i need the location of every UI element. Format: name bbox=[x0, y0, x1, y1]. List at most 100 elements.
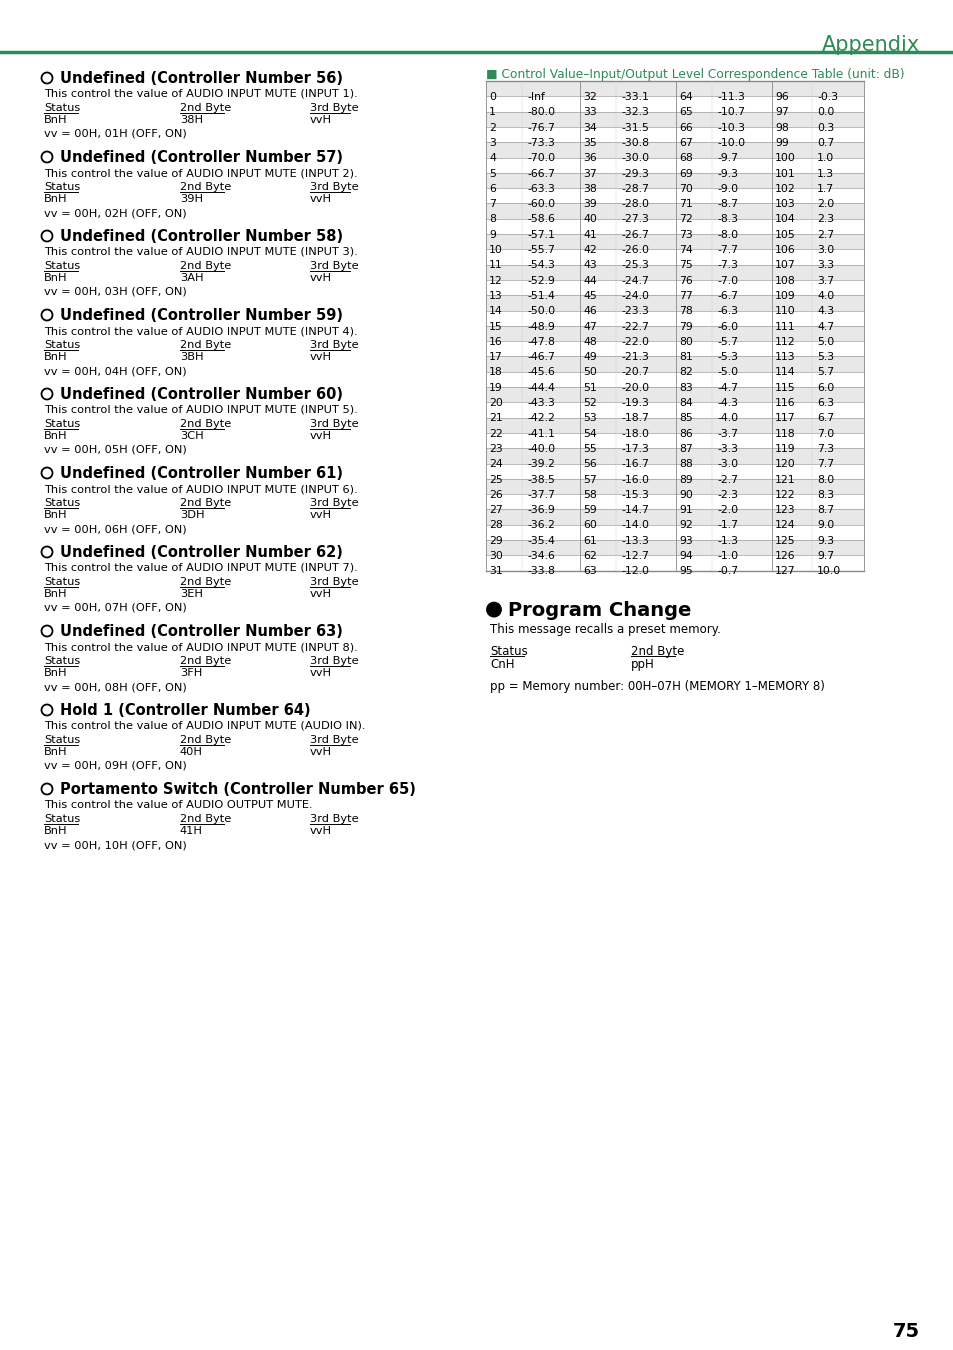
Text: 11: 11 bbox=[489, 261, 502, 270]
Text: This control the value of AUDIO INPUT MUTE (INPUT 1).: This control the value of AUDIO INPUT MU… bbox=[44, 89, 357, 99]
Text: 108: 108 bbox=[774, 275, 795, 286]
Text: -66.7: -66.7 bbox=[526, 169, 555, 178]
Text: 1.0: 1.0 bbox=[816, 153, 833, 163]
Text: This control the value of AUDIO INPUT MUTE (INPUT 3).: This control the value of AUDIO INPUT MU… bbox=[44, 247, 357, 256]
Text: 23: 23 bbox=[489, 444, 502, 454]
Text: 3EH: 3EH bbox=[180, 589, 203, 599]
Text: -9.0: -9.0 bbox=[717, 184, 738, 194]
Text: 28: 28 bbox=[489, 520, 502, 531]
Text: Status: Status bbox=[44, 103, 80, 113]
Text: 114: 114 bbox=[774, 367, 795, 378]
Text: 106: 106 bbox=[774, 244, 795, 255]
Text: 37: 37 bbox=[582, 169, 597, 178]
Text: 40H: 40H bbox=[180, 747, 203, 757]
Text: vvH: vvH bbox=[310, 194, 332, 204]
Bar bbox=[485, 479, 863, 494]
Text: 56: 56 bbox=[582, 459, 597, 470]
Text: BnH: BnH bbox=[44, 194, 68, 204]
Text: 3rd Byte: 3rd Byte bbox=[310, 261, 358, 271]
Text: 3.3: 3.3 bbox=[816, 261, 833, 270]
Text: -15.3: -15.3 bbox=[620, 490, 648, 500]
Text: This control the value of AUDIO INPUT MUTE (AUDIO IN).: This control the value of AUDIO INPUT MU… bbox=[44, 721, 365, 730]
Text: 2.0: 2.0 bbox=[816, 198, 833, 209]
Text: -25.3: -25.3 bbox=[620, 261, 648, 270]
Text: -47.8: -47.8 bbox=[526, 336, 555, 347]
Text: 111: 111 bbox=[774, 321, 795, 332]
Text: BnH: BnH bbox=[44, 589, 68, 599]
Text: 8.0: 8.0 bbox=[816, 474, 833, 485]
Text: 1.3: 1.3 bbox=[816, 169, 833, 178]
Text: 46: 46 bbox=[582, 306, 597, 316]
Text: 20: 20 bbox=[489, 398, 502, 408]
Text: -7.7: -7.7 bbox=[717, 244, 738, 255]
Bar bbox=[485, 371, 863, 387]
Text: -33.1: -33.1 bbox=[620, 92, 648, 103]
Text: 9.0: 9.0 bbox=[816, 520, 833, 531]
Text: 39H: 39H bbox=[180, 194, 203, 204]
Text: 102: 102 bbox=[774, 184, 795, 194]
Text: -4.0: -4.0 bbox=[717, 413, 738, 424]
Bar bbox=[485, 325, 863, 342]
Bar bbox=[485, 234, 863, 250]
Bar bbox=[485, 525, 863, 540]
Text: -24.0: -24.0 bbox=[620, 290, 648, 301]
Text: -19.3: -19.3 bbox=[620, 398, 648, 408]
Text: 2nd Byte: 2nd Byte bbox=[180, 576, 231, 587]
Text: This control the value of AUDIO INPUT MUTE (INPUT 6).: This control the value of AUDIO INPUT MU… bbox=[44, 485, 357, 494]
Text: 2nd Byte: 2nd Byte bbox=[180, 261, 231, 271]
Text: 2nd Byte: 2nd Byte bbox=[180, 418, 231, 429]
Text: Status: Status bbox=[44, 576, 80, 587]
Text: vvH: vvH bbox=[310, 747, 332, 757]
Text: vv = 00H, 06H (OFF, ON): vv = 00H, 06H (OFF, ON) bbox=[44, 524, 187, 535]
Text: Status: Status bbox=[490, 644, 527, 657]
Text: 7.0: 7.0 bbox=[816, 428, 833, 439]
Text: 64: 64 bbox=[679, 92, 692, 103]
Text: 103: 103 bbox=[774, 198, 795, 209]
Text: BnH: BnH bbox=[44, 747, 68, 757]
Text: 80: 80 bbox=[679, 336, 692, 347]
Bar bbox=[485, 494, 863, 509]
Text: This message recalls a preset memory.: This message recalls a preset memory. bbox=[490, 622, 720, 636]
Text: 38: 38 bbox=[582, 184, 597, 194]
Bar bbox=[485, 173, 863, 188]
Text: -24.7: -24.7 bbox=[620, 275, 648, 286]
Text: 86: 86 bbox=[679, 428, 692, 439]
Text: -1.3: -1.3 bbox=[717, 536, 738, 545]
Text: Status: Status bbox=[44, 734, 80, 745]
Text: BnH: BnH bbox=[44, 510, 68, 520]
Text: 2nd Byte: 2nd Byte bbox=[180, 814, 231, 824]
Text: vvH: vvH bbox=[310, 115, 332, 126]
Text: -3.7: -3.7 bbox=[717, 428, 738, 439]
Text: -17.3: -17.3 bbox=[620, 444, 648, 454]
Text: 8: 8 bbox=[489, 215, 496, 224]
Text: -41.1: -41.1 bbox=[526, 428, 555, 439]
Text: BnH: BnH bbox=[44, 273, 68, 284]
Text: -6.0: -6.0 bbox=[717, 321, 738, 332]
Text: -51.4: -51.4 bbox=[526, 290, 555, 301]
Text: 110: 110 bbox=[774, 306, 795, 316]
Text: 5.0: 5.0 bbox=[816, 336, 833, 347]
Text: 69: 69 bbox=[679, 169, 692, 178]
Text: -76.7: -76.7 bbox=[526, 123, 555, 132]
Text: 55: 55 bbox=[582, 444, 597, 454]
Text: -8.7: -8.7 bbox=[717, 198, 738, 209]
Bar bbox=[485, 219, 863, 234]
Text: 98: 98 bbox=[774, 123, 788, 132]
Text: Status: Status bbox=[44, 418, 80, 429]
Text: 59: 59 bbox=[582, 505, 597, 516]
Bar bbox=[485, 142, 863, 158]
Text: Undefined (Controller Number 57): Undefined (Controller Number 57) bbox=[60, 150, 343, 165]
Text: 19: 19 bbox=[489, 382, 502, 393]
Text: -46.7: -46.7 bbox=[526, 352, 555, 362]
Text: 57: 57 bbox=[582, 474, 597, 485]
Text: 2nd Byte: 2nd Byte bbox=[180, 734, 231, 745]
Text: -45.6: -45.6 bbox=[526, 367, 555, 378]
Text: 0.3: 0.3 bbox=[816, 123, 833, 132]
Bar bbox=[485, 127, 863, 142]
Text: 3rd Byte: 3rd Byte bbox=[310, 814, 358, 824]
Text: 120: 120 bbox=[774, 459, 795, 470]
Text: 2nd Byte: 2nd Byte bbox=[630, 644, 683, 657]
Text: -33.8: -33.8 bbox=[526, 566, 555, 576]
Text: 76: 76 bbox=[679, 275, 692, 286]
Text: BnH: BnH bbox=[44, 115, 68, 126]
